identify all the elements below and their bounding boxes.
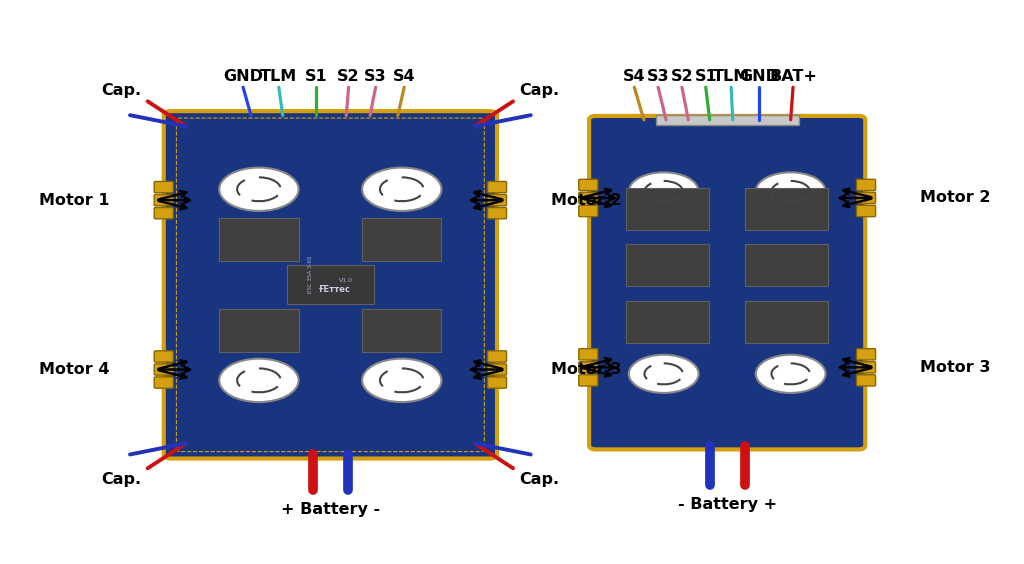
FancyBboxPatch shape (589, 116, 865, 450)
Circle shape (362, 359, 441, 402)
FancyBboxPatch shape (745, 188, 828, 230)
FancyBboxPatch shape (487, 377, 507, 388)
FancyBboxPatch shape (627, 188, 709, 230)
Text: S4: S4 (623, 69, 645, 83)
Text: GND: GND (739, 69, 779, 83)
Text: Motor 3: Motor 3 (551, 362, 622, 377)
FancyBboxPatch shape (487, 208, 507, 219)
FancyBboxPatch shape (856, 374, 876, 386)
Text: ESC 35A 3-6S: ESC 35A 3-6S (308, 255, 313, 293)
Text: TLM: TLM (713, 69, 750, 83)
Text: S3: S3 (365, 69, 387, 83)
FancyBboxPatch shape (627, 301, 709, 342)
Text: Cap.: Cap. (101, 472, 141, 487)
Circle shape (756, 355, 825, 393)
Text: Cap.: Cap. (519, 472, 559, 487)
Text: S2: S2 (671, 69, 693, 83)
FancyBboxPatch shape (856, 349, 876, 360)
FancyBboxPatch shape (219, 309, 299, 352)
Circle shape (219, 168, 299, 211)
Text: Motor 3: Motor 3 (920, 360, 990, 375)
FancyBboxPatch shape (487, 195, 507, 206)
Text: Motor 4: Motor 4 (39, 362, 110, 377)
Circle shape (362, 168, 441, 211)
Text: S1: S1 (305, 69, 328, 83)
Text: Cap.: Cap. (519, 83, 559, 98)
Text: GND: GND (223, 69, 263, 83)
FancyBboxPatch shape (655, 115, 799, 125)
Text: + Battery -: + Battery - (281, 502, 380, 517)
FancyBboxPatch shape (579, 374, 598, 386)
Circle shape (219, 359, 299, 402)
FancyBboxPatch shape (155, 195, 173, 206)
FancyBboxPatch shape (579, 362, 598, 373)
Text: Motor 2: Motor 2 (920, 191, 990, 205)
FancyBboxPatch shape (219, 218, 299, 261)
FancyBboxPatch shape (155, 351, 173, 362)
FancyBboxPatch shape (856, 179, 876, 191)
Text: S1: S1 (694, 69, 717, 83)
FancyBboxPatch shape (287, 265, 374, 305)
FancyBboxPatch shape (579, 205, 598, 217)
FancyBboxPatch shape (745, 244, 828, 286)
FancyBboxPatch shape (155, 364, 173, 375)
FancyBboxPatch shape (362, 309, 441, 352)
FancyBboxPatch shape (362, 218, 441, 261)
Text: S3: S3 (647, 69, 670, 83)
FancyBboxPatch shape (579, 349, 598, 360)
Text: Motor 1: Motor 1 (39, 193, 110, 208)
FancyBboxPatch shape (856, 362, 876, 373)
FancyBboxPatch shape (487, 351, 507, 362)
FancyBboxPatch shape (579, 179, 598, 191)
Text: TLM: TLM (260, 69, 297, 83)
Text: ҒЕттес: ҒЕттес (318, 285, 350, 294)
Text: BAT+: BAT+ (769, 69, 817, 83)
Text: Cap.: Cap. (101, 83, 141, 98)
FancyBboxPatch shape (155, 208, 173, 219)
Text: Motor 2: Motor 2 (551, 193, 622, 208)
FancyBboxPatch shape (164, 111, 497, 459)
Circle shape (756, 173, 825, 210)
Circle shape (629, 355, 698, 393)
FancyBboxPatch shape (579, 192, 598, 204)
Text: S4: S4 (393, 69, 416, 83)
FancyBboxPatch shape (487, 182, 507, 193)
FancyBboxPatch shape (155, 182, 173, 193)
Circle shape (629, 173, 698, 210)
Text: V1.0: V1.0 (339, 278, 353, 283)
FancyBboxPatch shape (856, 205, 876, 217)
FancyBboxPatch shape (856, 192, 876, 204)
FancyBboxPatch shape (487, 364, 507, 375)
Text: S2: S2 (337, 69, 359, 83)
FancyBboxPatch shape (745, 301, 828, 342)
FancyBboxPatch shape (155, 377, 173, 388)
Text: - Battery +: - Battery + (678, 497, 777, 512)
FancyBboxPatch shape (627, 244, 709, 286)
